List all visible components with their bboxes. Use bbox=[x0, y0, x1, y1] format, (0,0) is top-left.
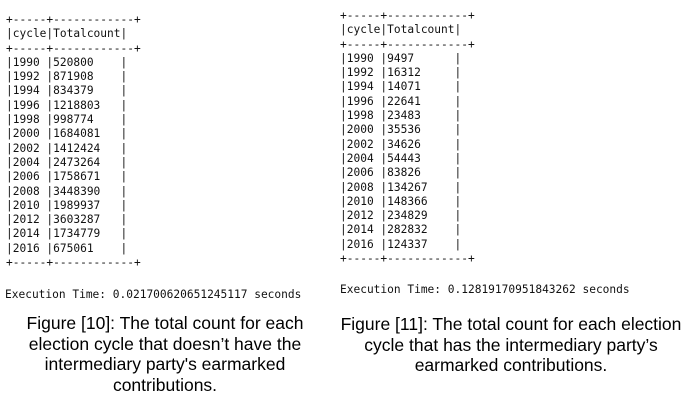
left-figure-panel: +-----+------------+ |cycle|Totalcount| … bbox=[0, 0, 330, 400]
table-row: |2002 |1412424 | bbox=[6, 141, 128, 155]
table-row: |1998 |23483 | bbox=[340, 109, 462, 123]
table-row: |1990 |9497 | bbox=[340, 51, 462, 65]
table-header-border: +-----+------------+ bbox=[6, 41, 141, 55]
table-row: |2014 |282832 | bbox=[340, 223, 462, 237]
query-result-table: +-----+------------+ |cycle|Totalcount| … bbox=[340, 9, 475, 266]
table-row: |2008 |134267 | bbox=[340, 180, 462, 194]
table-row: |2006 |83826 | bbox=[340, 166, 462, 180]
table-bottom-border: +-----+------------+ bbox=[340, 252, 475, 266]
table-row: |2008 |3448390 | bbox=[6, 184, 128, 198]
execution-time-text: Execution Time: 0.12819170951843262 seco… bbox=[340, 283, 630, 296]
table-header-row: |cycle|Totalcount| bbox=[6, 27, 128, 41]
table-row: |2010 |148366 | bbox=[340, 194, 462, 208]
execution-time-text: Execution Time: 0.021700620651245117 sec… bbox=[5, 288, 302, 301]
table-row: |1992 |871908 | bbox=[6, 70, 128, 84]
table-row: |1994 |834379 | bbox=[6, 84, 128, 98]
right-figure-panel: +-----+------------+ |cycle|Totalcount| … bbox=[333, 0, 689, 400]
table-row: |2000 |1684081 | bbox=[6, 127, 128, 141]
table-row: |1996 |1218803 | bbox=[6, 98, 128, 112]
table-row: |2004 |54443 | bbox=[340, 151, 462, 165]
table-row: |1996 |22641 | bbox=[340, 94, 462, 108]
table-bottom-border: +-----+------------+ bbox=[6, 256, 141, 270]
table-row: |1992 |16312 | bbox=[340, 66, 462, 80]
table-top-border: +-----+------------+ bbox=[6, 13, 141, 26]
table-row: |2004 |2473264 | bbox=[6, 155, 128, 169]
table-row: |2016 |124337 | bbox=[340, 237, 462, 251]
table-row: |1998 |998774 | bbox=[6, 113, 128, 127]
table-row: |1994 |14071 | bbox=[340, 80, 462, 94]
table-row: |2000 |35536 | bbox=[340, 123, 462, 137]
table-header-row: |cycle|Totalcount| bbox=[340, 23, 462, 37]
query-result-table: +-----+------------+ |cycle|Totalcount| … bbox=[6, 13, 141, 270]
table-row: |2012 |234829 | bbox=[340, 209, 462, 223]
table-row: |1990 |520800 | bbox=[6, 55, 128, 69]
figure-caption: Figure [11]: The total count for each el… bbox=[340, 314, 682, 375]
figure-caption: Figure [10]: The total count for each el… bbox=[26, 313, 304, 395]
table-top-border: +-----+------------+ bbox=[340, 9, 475, 22]
table-row: |2006 |1758671 | bbox=[6, 170, 128, 184]
table-row: |2002 |34626 | bbox=[340, 137, 462, 151]
table-header-border: +-----+------------+ bbox=[340, 37, 475, 51]
table-row: |2016 |675061 | bbox=[6, 241, 128, 255]
table-row: |2010 |1989937 | bbox=[6, 198, 128, 212]
table-row: |2014 |1734779 | bbox=[6, 227, 128, 241]
table-row: |2012 |3603287 | bbox=[6, 213, 128, 227]
